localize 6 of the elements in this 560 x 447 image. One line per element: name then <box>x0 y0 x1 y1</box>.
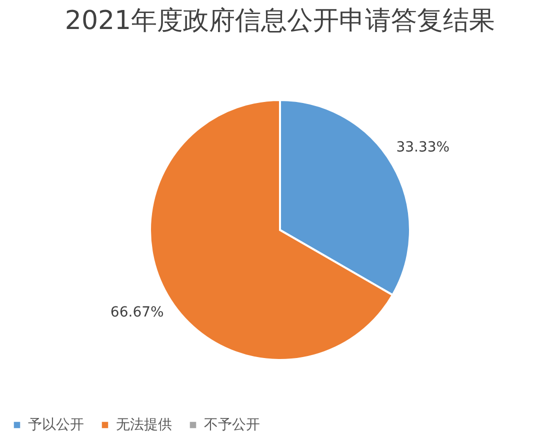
legend-label: 不予公开 <box>204 417 260 433</box>
legend-label: 予以公开 <box>28 417 84 433</box>
legend-label: 无法提供 <box>116 417 172 433</box>
data-label: 33.33% <box>396 139 450 156</box>
data-label: 66.67% <box>110 304 164 321</box>
chart-title: 2021年度政府信息公开申请答复结果 <box>64 6 496 36</box>
